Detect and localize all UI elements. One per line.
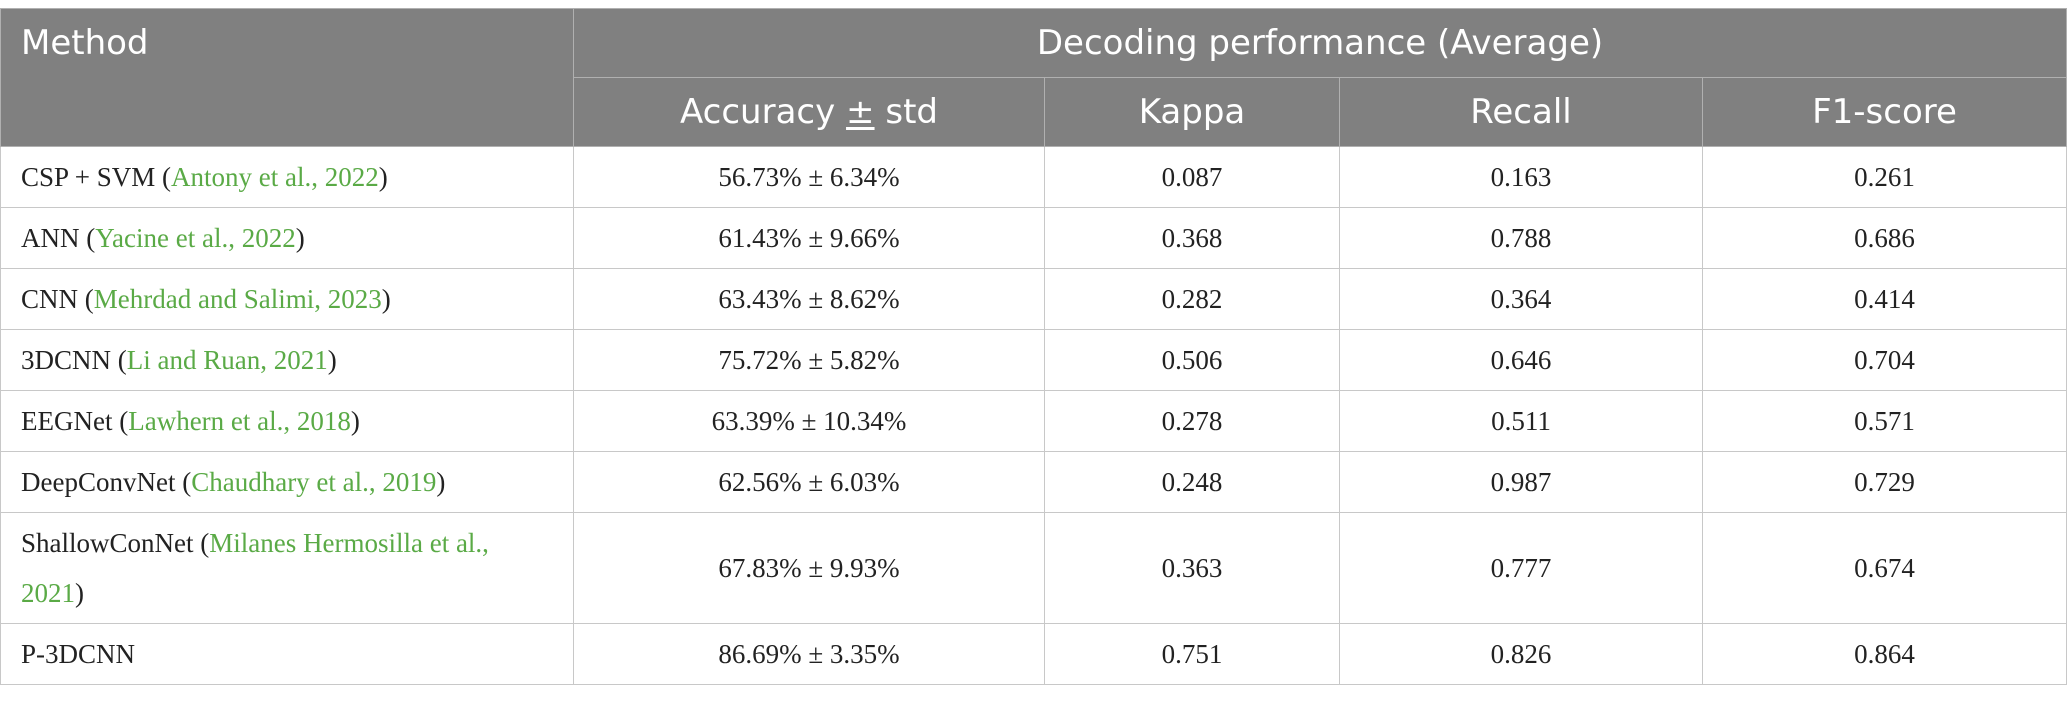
f1-score-cell: 0.704 (1701, 329, 2067, 391)
column-group-header-decoding-performance: Decoding performance (Average) (572, 8, 2067, 78)
results-table-container: Method Decoding performance (Average) Ac… (0, 8, 2067, 685)
kappa-cell: 0.368 (1044, 207, 1340, 269)
f1-score-cell: 0.261 (1701, 146, 2067, 208)
f1-score-cell: 0.571 (1701, 390, 2067, 452)
kappa-cell: 0.087 (1044, 146, 1340, 208)
accuracy-cell: 56.73% ± 6.34% (573, 146, 1045, 208)
column-header-recall: Recall (1339, 77, 1703, 147)
table-row: 3DCNN (Li and Ruan, 2021) 75.72% ± 5.82% 0… (0, 329, 2067, 391)
table-row: EEGNet (Lawhern et al., 2018) 63.39% ± 10… (0, 390, 2067, 452)
method-cell: EEGNet (Lawhern et al., 2018) (0, 390, 574, 452)
recall-cell: 0.163 (1339, 146, 1703, 208)
citation-link[interactable]: Milanes Hermosilla et al., 2021 (21, 528, 489, 608)
method-cell: ShallowConNet (Milanes Hermosilla et al.… (0, 512, 574, 624)
accuracy-cell: 61.43% ± 9.66% (573, 207, 1045, 269)
accuracy-cell: 67.83% ± 9.93% (573, 512, 1045, 624)
table-row: CSP + SVM (Antony et al., 2022) 56.73% ± … (0, 146, 2067, 208)
f1-score-cell: 0.864 (1701, 623, 2067, 685)
table-row: ANN (Yacine et al., 2022) 61.43% ± 9.66% 0… (0, 207, 2067, 269)
plus-minus-symbol: ± (846, 92, 875, 132)
accuracy-label: Accuracy (680, 92, 847, 132)
recall-cell: 0.788 (1339, 207, 1703, 269)
table-body: CSP + SVM (Antony et al., 2022) 56.73% ± … (0, 146, 2067, 685)
recall-cell: 0.826 (1339, 623, 1703, 685)
recall-cell: 0.364 (1339, 268, 1703, 330)
std-label: std (874, 92, 938, 132)
method-name: P-3DCNN (21, 639, 136, 669)
recall-cell: 0.777 (1339, 512, 1703, 624)
accuracy-cell: 86.69% ± 3.35% (573, 623, 1045, 685)
recall-cell: 0.987 (1339, 451, 1703, 513)
method-cell: 3DCNN (Li and Ruan, 2021) (0, 329, 574, 391)
f1-score-cell: 0.729 (1701, 451, 2067, 513)
citation-link[interactable]: Antony et al., 2022 (171, 162, 379, 192)
citation-link[interactable]: Li and Ruan, 2021 (126, 345, 328, 375)
method-cell: CSP + SVM (Antony et al., 2022) (0, 146, 574, 208)
method-cell: DeepConvNet (Chaudhary et al., 2019) (0, 451, 574, 513)
table-row: CNN (Mehrdad and Salimi, 2023) 63.43% ± 8… (0, 268, 2067, 330)
method-name: CSP + SVM (21, 162, 156, 192)
recall-cell: 0.511 (1339, 390, 1703, 452)
column-header-kappa: Kappa (1044, 77, 1340, 147)
f1-score-cell: 0.686 (1701, 207, 2067, 269)
method-name: CNN (21, 284, 79, 314)
table-row: P-3DCNN 86.69% ± 3.35% 0.751 0.826 0.864 (0, 623, 2067, 685)
accuracy-cell: 63.43% ± 8.62% (573, 268, 1045, 330)
f1-score-cell: 0.414 (1701, 268, 2067, 330)
table-row: DeepConvNet (Chaudhary et al., 2019) 62.5… (0, 451, 2067, 513)
method-name: ShallowConNet (21, 528, 194, 558)
method-name: 3DCNN (21, 345, 112, 375)
citation-link[interactable]: Mehrdad and Salimi, 2023 (93, 284, 382, 314)
table-header: Method Decoding performance (Average) Ac… (0, 8, 2067, 147)
kappa-cell: 0.751 (1044, 623, 1340, 685)
recall-cell: 0.646 (1339, 329, 1703, 391)
method-name: ANN (21, 223, 80, 253)
kappa-cell: 0.282 (1044, 268, 1340, 330)
method-cell: ANN (Yacine et al., 2022) (0, 207, 574, 269)
f1-score-cell: 0.674 (1701, 512, 2067, 624)
kappa-cell: 0.278 (1044, 390, 1340, 452)
table-row: ShallowConNet (Milanes Hermosilla et al.… (0, 512, 2067, 624)
kappa-cell: 0.248 (1044, 451, 1340, 513)
accuracy-cell: 75.72% ± 5.82% (573, 329, 1045, 391)
column-header-f1-score: F1-score (1701, 77, 2067, 147)
column-header-accuracy: Accuracy ± std (573, 77, 1045, 147)
citation-link[interactable]: Chaudhary et al., 2019 (191, 467, 437, 497)
kappa-cell: 0.506 (1044, 329, 1340, 391)
accuracy-cell: 63.39% ± 10.34% (573, 390, 1045, 452)
kappa-cell: 0.363 (1044, 512, 1340, 624)
method-name: DeepConvNet (21, 467, 176, 497)
results-table: Method Decoding performance (Average) Ac… (0, 8, 2067, 685)
method-cell: P-3DCNN (0, 623, 574, 685)
citation-link[interactable]: Yacine et al., 2022 (95, 223, 296, 253)
citation-link[interactable]: Lawhern et al., 2018 (128, 406, 351, 436)
accuracy-cell: 62.56% ± 6.03% (573, 451, 1045, 513)
method-cell: CNN (Mehrdad and Salimi, 2023) (0, 268, 574, 330)
column-header-method: Method (0, 8, 574, 147)
method-name: EEGNet (21, 406, 113, 436)
